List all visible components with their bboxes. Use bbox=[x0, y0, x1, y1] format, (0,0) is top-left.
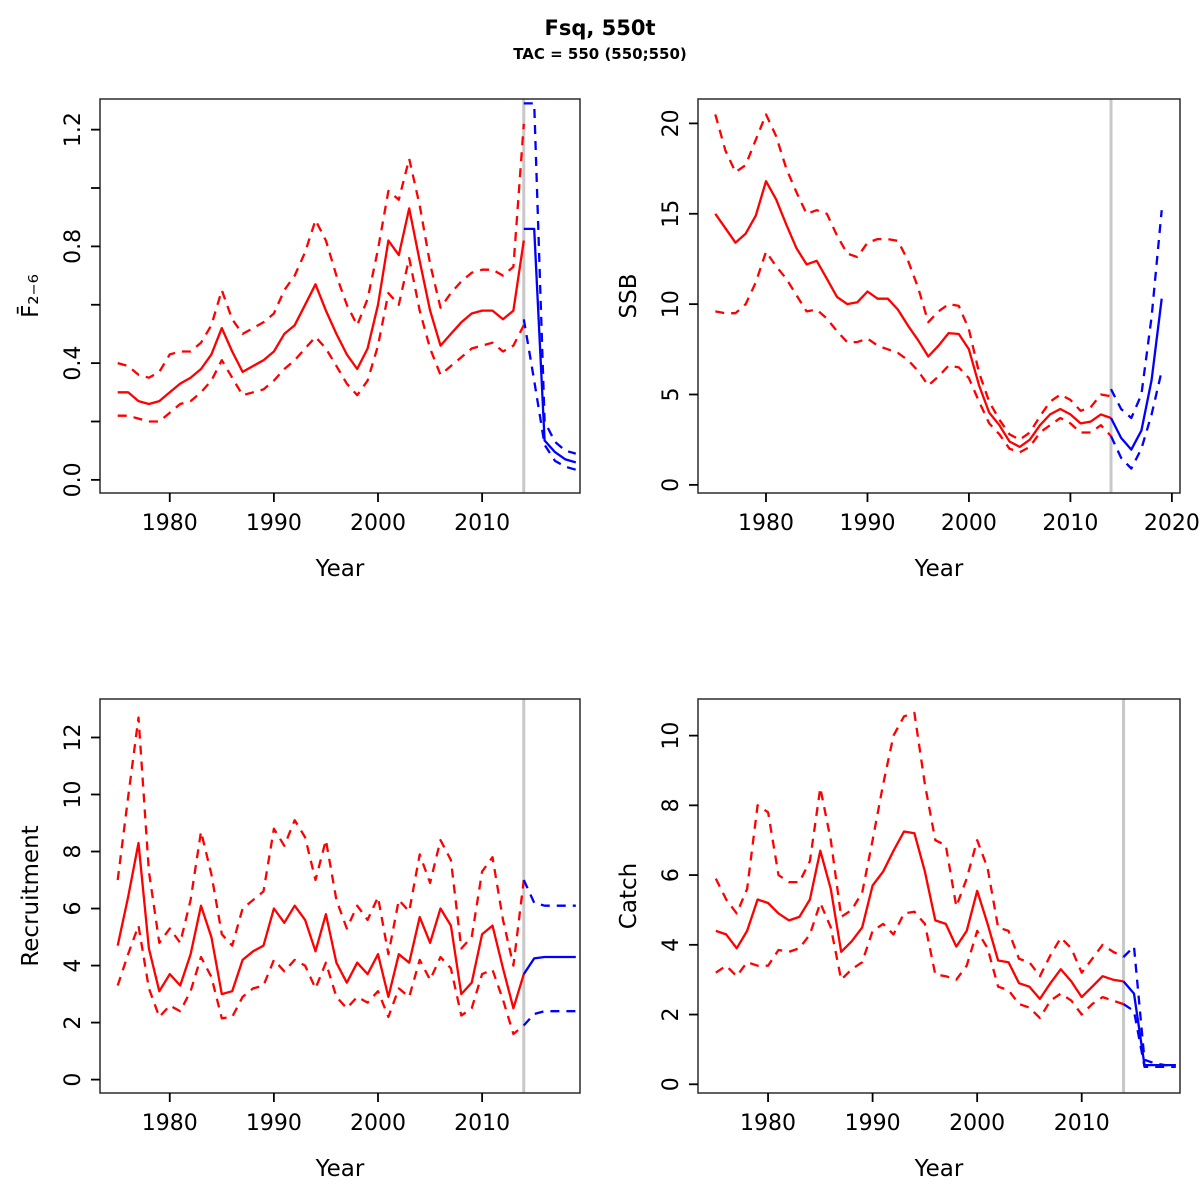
plot-box bbox=[99, 98, 581, 494]
median-projection bbox=[523, 227, 577, 464]
x-tick-label: 2000 bbox=[949, 1111, 1005, 1136]
y-tick-label: 0 bbox=[61, 1073, 86, 1087]
y-tick-label: 1.2 bbox=[61, 112, 86, 147]
x-axis-title: Year bbox=[914, 556, 964, 582]
x-tick-label: 1980 bbox=[142, 1111, 198, 1136]
x-tick-label: 2010 bbox=[454, 1111, 510, 1136]
y-axis-title: Recruitment bbox=[18, 825, 44, 966]
ci-lower-historical bbox=[116, 924, 525, 1036]
panel-fbar: 1980 1990 2000 2010 0.0 0.4 0.8 1.2 Year F̄₂₋₆ bbox=[16, 98, 581, 582]
y-tick-label: 8 bbox=[659, 798, 684, 812]
panel-ssb: 1980 1990 2000 2010 2020 0 5 10 15 20 Year SSB bbox=[616, 98, 1200, 582]
x-tick-label: 1990 bbox=[839, 511, 895, 536]
x-tick-label: 1980 bbox=[142, 511, 198, 536]
y-tick-label: 2 bbox=[61, 1016, 86, 1030]
y-tick-label: 0.8 bbox=[61, 229, 86, 264]
y-tick-label: 6 bbox=[61, 902, 86, 916]
y-tick-label: 6 bbox=[659, 868, 684, 882]
x-tick-label: 1990 bbox=[246, 511, 302, 536]
ci-lower-historical bbox=[715, 901, 1124, 1020]
ci-lower-projection bbox=[522, 1010, 576, 1027]
ci-upper-projection bbox=[1122, 945, 1176, 1067]
ci-lower-historical bbox=[117, 256, 525, 423]
ci-upper-historical bbox=[116, 716, 525, 967]
x-axis-title: Year bbox=[315, 1156, 365, 1182]
y-tick-label: 4 bbox=[61, 959, 86, 973]
panel-recruitment: 1980 1990 2000 2010 0 2 4 6 8 10 12 Year Recruitment bbox=[18, 698, 581, 1182]
ci-upper-historical bbox=[714, 113, 1112, 441]
y-tick-label: 12 bbox=[61, 723, 86, 751]
figure-title: Fsq, 550t bbox=[544, 16, 656, 40]
x-tick-label: 2020 bbox=[1144, 511, 1200, 536]
median-projection bbox=[1122, 980, 1176, 1067]
y-axis-title: F̄₂₋₆ bbox=[16, 274, 44, 318]
ci-lower-projection bbox=[1109, 370, 1163, 470]
ci-upper-projection bbox=[522, 879, 576, 907]
y-tick-label: 15 bbox=[659, 200, 684, 228]
x-tick-label: 2010 bbox=[454, 511, 510, 536]
ci-upper-projection bbox=[523, 102, 577, 455]
median-historical bbox=[714, 180, 1112, 449]
y-tick-label: 10 bbox=[61, 781, 86, 809]
ci-upper-projection bbox=[1109, 210, 1163, 420]
x-axis-title: Year bbox=[315, 556, 365, 582]
x-tick-label: 2010 bbox=[1042, 511, 1098, 536]
ci-upper-historical bbox=[117, 123, 525, 379]
ci-lower-projection bbox=[1122, 1003, 1176, 1068]
x-tick-label: 1990 bbox=[845, 1111, 901, 1136]
x-tick-label: 2000 bbox=[941, 511, 997, 536]
median-projection bbox=[1109, 298, 1163, 451]
panel-catch: 1980 1990 2000 2010 0 2 4 6 8 10 Year Catch bbox=[616, 698, 1181, 1182]
x-tick-label: 2000 bbox=[350, 511, 406, 536]
x-axis-title: Year bbox=[914, 1156, 964, 1182]
y-tick-label: 5 bbox=[659, 388, 684, 402]
y-tick-label: 0.0 bbox=[61, 462, 86, 497]
x-tick-label: 1980 bbox=[740, 1111, 796, 1136]
y-axis-title: Catch bbox=[616, 863, 642, 929]
y-tick-label: 10 bbox=[659, 722, 684, 750]
y-tick-label: 8 bbox=[61, 845, 86, 859]
y-tick-label: 0 bbox=[659, 478, 684, 492]
ci-lower-historical bbox=[715, 250, 1112, 454]
median-projection bbox=[522, 955, 576, 975]
x-tick-label: 2000 bbox=[350, 1111, 406, 1136]
y-tick-label: 0.4 bbox=[61, 346, 86, 381]
x-tick-label: 1990 bbox=[246, 1111, 302, 1136]
y-tick-label: 20 bbox=[659, 109, 684, 137]
median-historical bbox=[116, 841, 525, 1010]
x-tick-label: 1980 bbox=[738, 511, 794, 536]
median-historical bbox=[117, 207, 525, 406]
y-tick-label: 10 bbox=[659, 290, 684, 318]
ci-lower-projection bbox=[522, 319, 577, 471]
y-tick-label: 4 bbox=[659, 938, 684, 952]
x-tick-label: 2010 bbox=[1054, 1111, 1110, 1136]
median-historical bbox=[715, 830, 1124, 1001]
plot-box bbox=[697, 698, 1181, 1094]
figure-subtitle: TAC = 550 (550;550) bbox=[513, 45, 687, 63]
y-tick-label: 0 bbox=[659, 1077, 684, 1091]
ci-upper-historical bbox=[714, 711, 1125, 978]
plot-box bbox=[99, 698, 581, 1094]
y-axis-title: SSB bbox=[616, 274, 642, 319]
plot-box bbox=[697, 98, 1181, 494]
y-tick-label: 2 bbox=[659, 1008, 684, 1022]
